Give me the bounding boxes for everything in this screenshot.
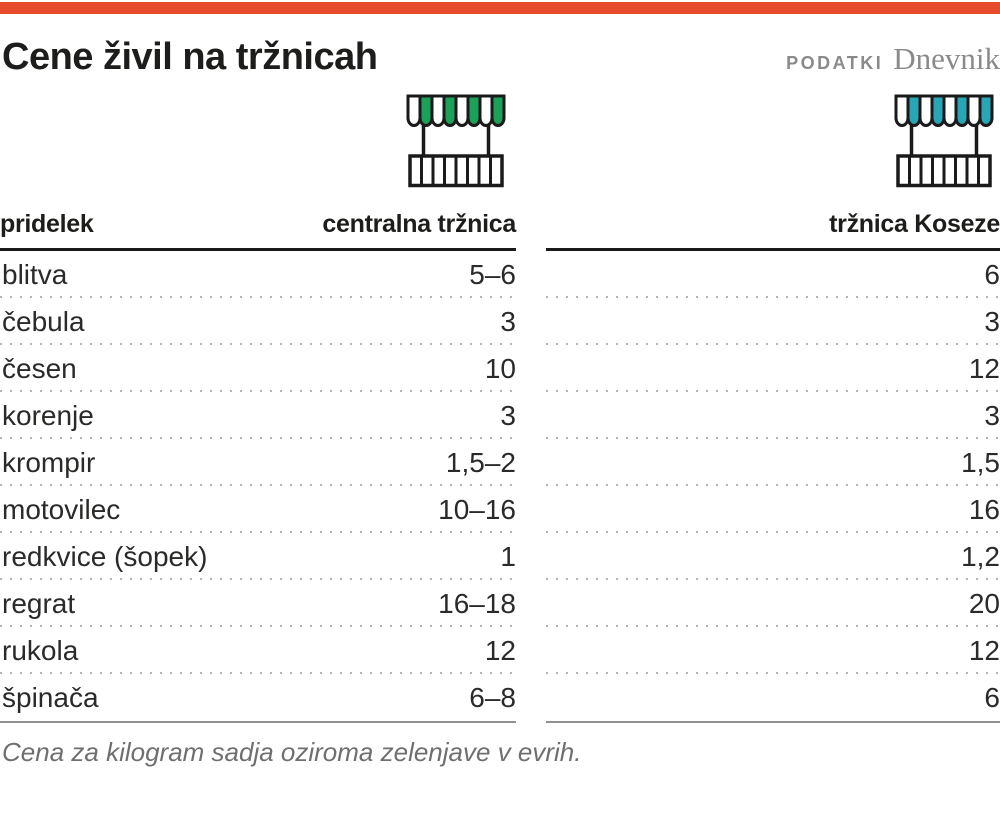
table-row: blitva 5–6: [0, 251, 516, 298]
central-icon-row: [0, 93, 516, 188]
market-stall-teal-icon: [894, 94, 994, 188]
table-row: špinača 6–8: [0, 674, 516, 721]
koseze-price-value: 6: [984, 258, 1000, 290]
central-price-value: 12: [484, 634, 516, 666]
product-label: špinača: [2, 681, 99, 713]
central-price-value: 3: [500, 305, 516, 337]
koseze-price-value: 12: [968, 634, 1000, 666]
central-price-value: 5–6: [469, 258, 516, 290]
koseze-price-value: 3: [984, 305, 1000, 337]
market-central-section: pridelek centralna tržnica blitva 5–6 čebu…: [0, 93, 516, 723]
koseze-price-value: 6: [984, 681, 1000, 713]
brand-dnevnik-label: Dnevnik: [893, 41, 1000, 76]
brand-podatki-label: PODATKI: [786, 53, 884, 73]
table-row: 3: [546, 392, 1000, 439]
table-row: 16: [546, 486, 1000, 533]
central-column-header: centralna tržnica: [322, 210, 516, 238]
koseze-price-value: 20: [968, 587, 1000, 619]
table-row: 1,2: [546, 533, 1000, 580]
koseze-price-value: 16: [968, 493, 1000, 525]
table-row: redkvice (šopek) 1: [0, 533, 516, 580]
central-price-value: 16–18: [438, 587, 516, 619]
table-row: krompir 1,5–2: [0, 439, 516, 486]
product-label: čebula: [2, 305, 85, 337]
table-row: 6: [546, 251, 1000, 298]
table-row: 1,5: [546, 439, 1000, 486]
price-tables: pridelek centralna tržnica blitva 5–6 čebu…: [0, 93, 1000, 723]
footnote: Cena za kilogram sadja oziroma zelenjave…: [2, 737, 582, 767]
table-row: 3: [546, 298, 1000, 345]
central-rows: blitva 5–6 čebula 3 česen 10 korenje 3 krompir 1,…: [0, 251, 516, 723]
koseze-price-value: 3: [984, 399, 1000, 431]
koseze-icon-row: [546, 93, 1000, 188]
table-row: 12: [546, 345, 1000, 392]
market-koseze-section: tržnica Koseze 6 3 12 3 1,5 16 1,2 20 12 6: [546, 93, 1000, 723]
central-price-value: 10: [484, 352, 516, 384]
table-row: korenje 3: [0, 392, 516, 439]
central-price-value: 6–8: [469, 681, 516, 713]
central-table-header: pridelek centralna tržnica: [0, 210, 516, 251]
central-price-value: 1,5–2: [445, 446, 516, 478]
central-price-value: 10–16: [438, 493, 516, 525]
product-label: regrat: [2, 587, 76, 619]
table-row: 20: [546, 580, 1000, 627]
market-stall-green-icon: [406, 94, 506, 188]
koseze-column-header: tržnica Koseze: [829, 210, 1000, 238]
accent-top-bar: [0, 2, 1000, 14]
page-title: Cene živil na tržnicah: [2, 36, 378, 78]
product-label: rukola: [2, 634, 79, 666]
product-label: korenje: [2, 399, 94, 431]
product-label: krompir: [2, 446, 96, 478]
central-price-value: 3: [500, 399, 516, 431]
koseze-table-header: tržnica Koseze: [546, 210, 1000, 251]
brand-logo: PODATKI Dnevnik: [786, 41, 1000, 77]
table-row: čebula 3: [0, 298, 516, 345]
table-row: motovilec 10–16: [0, 486, 516, 533]
table-row: 12: [546, 627, 1000, 674]
koseze-rows: 6 3 12 3 1,5 16 1,2 20 12 6: [546, 251, 1000, 723]
table-row: rukola 12: [0, 627, 516, 674]
table-row: regrat 16–18: [0, 580, 516, 627]
product-label: blitva: [2, 258, 68, 290]
koseze-price-value: 1,5: [961, 446, 1000, 478]
table-row: 6: [546, 674, 1000, 721]
central-price-value: 1: [500, 540, 516, 572]
product-label: redkvice (šopek): [2, 540, 208, 572]
koseze-price-value: 12: [968, 352, 1000, 384]
product-column-header: pridelek: [0, 210, 94, 238]
table-row: česen 10: [0, 345, 516, 392]
product-label: motovilec: [2, 493, 121, 525]
product-label: česen: [2, 352, 77, 384]
masthead: Cene živil na tržnicah PODATKI Dnevnik: [2, 38, 1000, 77]
koseze-price-value: 1,2: [961, 540, 1000, 572]
